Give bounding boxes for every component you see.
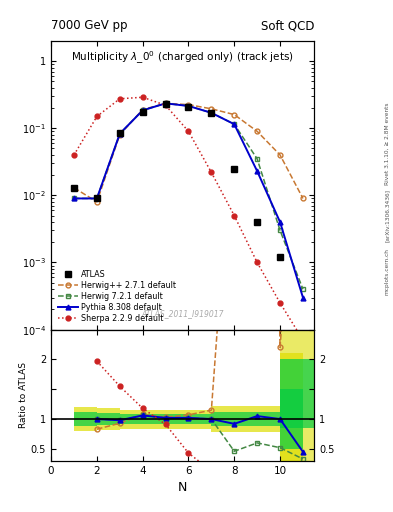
Text: Rivet 3.1.10, ≥ 2.8M events: Rivet 3.1.10, ≥ 2.8M events [385, 102, 389, 185]
Y-axis label: Ratio to ATLAS: Ratio to ATLAS [19, 362, 28, 428]
X-axis label: N: N [178, 481, 187, 494]
Text: [arXiv:1306.3436]: [arXiv:1306.3436] [385, 188, 389, 242]
Text: 7000 GeV pp: 7000 GeV pp [51, 19, 128, 32]
Text: Multiplicity $\lambda\_0^0$ (charged only) (track jets): Multiplicity $\lambda\_0^0$ (charged onl… [72, 50, 294, 66]
Text: Soft QCD: Soft QCD [261, 19, 314, 32]
Text: mcplots.cern.ch: mcplots.cern.ch [385, 248, 389, 295]
Legend: ATLAS, Herwig++ 2.7.1 default, Herwig 7.2.1 default, Pythia 8.308 default, Sherp: ATLAS, Herwig++ 2.7.1 default, Herwig 7.… [55, 268, 178, 326]
Text: ATLAS_2011_I919017: ATLAS_2011_I919017 [141, 309, 224, 318]
